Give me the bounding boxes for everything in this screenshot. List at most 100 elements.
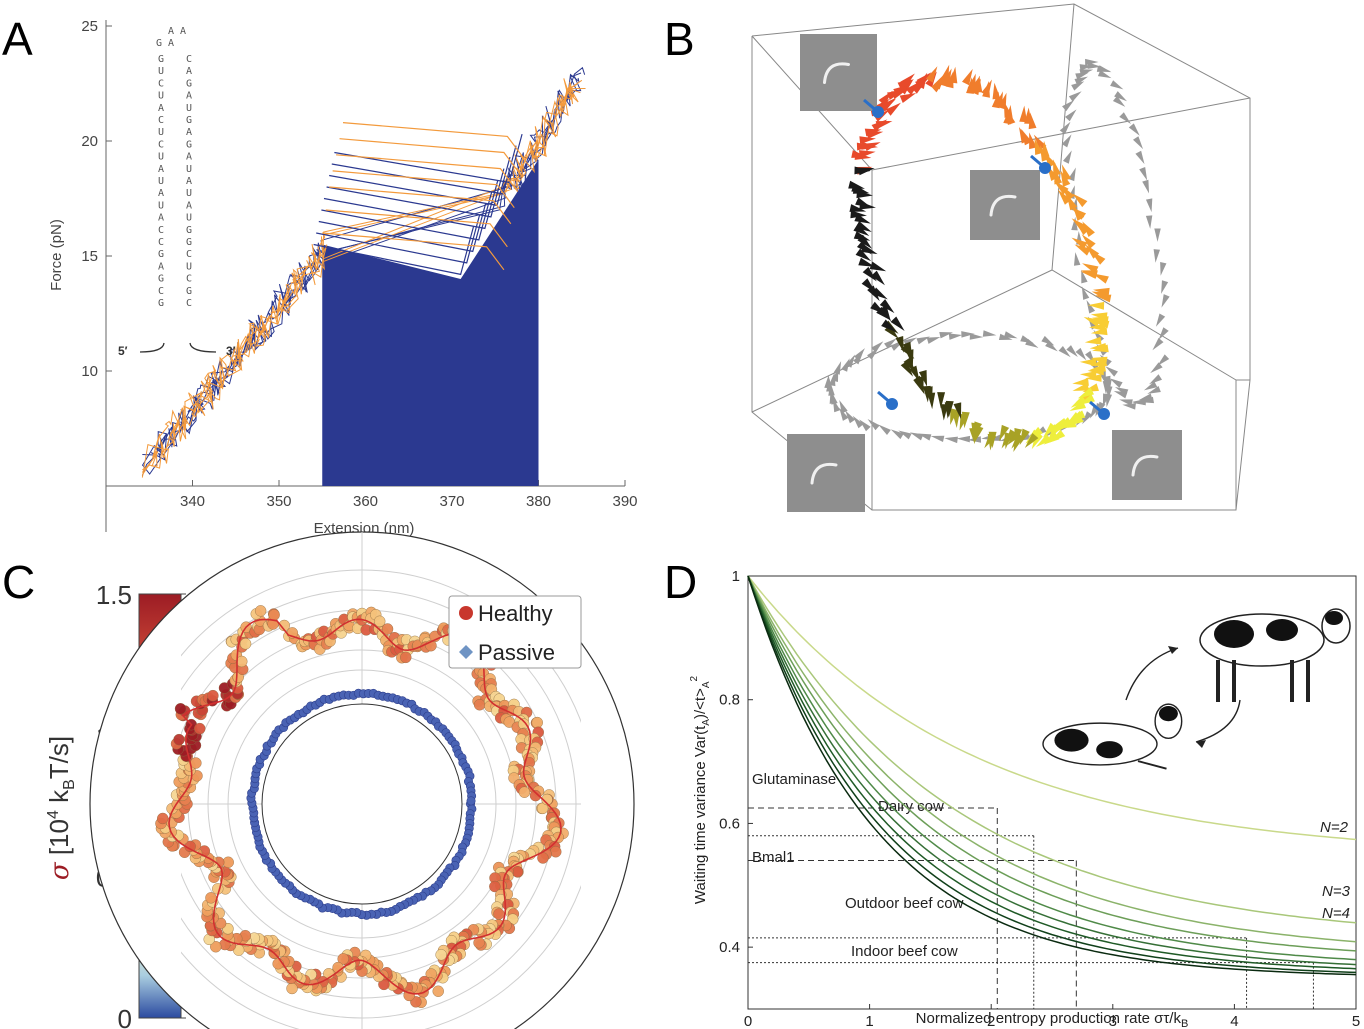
panel-b-velocity-arrow (1102, 393, 1110, 408)
panel-b-velocity-arrow (1075, 72, 1089, 80)
panel-b-velocity-arrow (1122, 403, 1136, 410)
rna-base-left: U (158, 200, 164, 211)
rna-base-right: A (186, 66, 192, 77)
series-label: N=4 (1322, 905, 1350, 922)
panel-b-velocity-arrow (944, 402, 953, 419)
panel-d-x-label: Normalized entropy production rate στ/kB (916, 1010, 1189, 1029)
ref-label: Outdoor beef cow (845, 895, 964, 912)
healthy-marker (473, 699, 486, 711)
rna-base-right: G (186, 286, 192, 297)
panel-b-velocity-arrow (1066, 345, 1078, 358)
rna-base-left: U (158, 91, 164, 102)
panel-b-velocity-arrow (1157, 354, 1170, 366)
panel-a-x-tick-label: 350 (266, 493, 291, 510)
healthy-marker (337, 953, 349, 965)
rna-handle-right (189, 342, 217, 353)
rna-base-right: C (186, 274, 192, 285)
panel-a-unfold-step (326, 168, 505, 218)
healthy-marker (157, 812, 169, 825)
panel-b-velocity-arrow (1119, 112, 1131, 125)
panel-d-y-tick-label: 1 (732, 568, 740, 585)
panel-b-velocity-arrow (885, 102, 901, 116)
rna-base-right: A (186, 91, 192, 102)
healthy-marker (400, 651, 412, 664)
panel-b-velocity-arrow (971, 422, 980, 440)
panel-b-velocity-arrow (861, 278, 876, 293)
panel-b-velocity-arrow (1079, 358, 1097, 367)
panel-b-velocity-arrow (1083, 316, 1101, 327)
panel-b-velocity-arrow (833, 361, 842, 375)
panel-b-velocity-arrow (841, 358, 850, 372)
panel-d-x-tick-label: 4 (1230, 1013, 1238, 1029)
panel-b-velocity-arrow (1045, 340, 1058, 352)
panel-b-velocity-arrow (1028, 112, 1037, 130)
panel-b-velocity-arrow (1145, 198, 1153, 213)
rna-base-right: C (186, 298, 192, 309)
panel-b-velocity-arrow (829, 372, 836, 387)
entropy-curve (747, 575, 1357, 974)
panel-b-velocity-arrow (1114, 91, 1128, 102)
panel-b-velocity-arrow (1069, 400, 1087, 411)
panel-a-unfold-step (316, 214, 481, 264)
panel-b-velocity-arrow (900, 344, 915, 360)
panel-b-velocity-arrow (858, 257, 875, 267)
panel-b-velocity-arrow (1145, 215, 1153, 229)
rna-base-left: C (158, 225, 164, 236)
panel-b-velocity-arrow (982, 80, 990, 98)
panel-b-velocity-arrow (940, 64, 950, 82)
panel-b-velocity-arrow (1033, 134, 1047, 151)
panel-b-velocity-arrow (961, 331, 975, 338)
panel-b-velocity-arrow (1152, 337, 1164, 351)
panel-b-velocity-arrow (1087, 301, 1105, 310)
panel-b-velocity-arrow (870, 270, 885, 286)
panel-d-y-label: Waiting time variance Var(tA)/<t>A2 (689, 675, 712, 904)
panel-a-unfold-step (313, 225, 475, 276)
panel-b-velocity-arrow (878, 424, 891, 436)
panel-b-velocity-arrow (970, 75, 981, 93)
healthy-marker (173, 733, 185, 746)
rna-base-right: U (186, 261, 192, 272)
healthy-marker (174, 703, 187, 715)
rna-base-right: G (186, 78, 192, 89)
panel-b-velocity-arrow (1154, 228, 1161, 242)
panel-b-velocity-arrow (890, 316, 905, 332)
panel-b-velocity-arrow (1158, 327, 1169, 341)
panel-b-velocity-arrow (1072, 193, 1088, 208)
panel-b-velocity-arrow (1043, 151, 1056, 168)
rna-loop-mid: G A (156, 38, 174, 49)
panel-b-velocity-arrow (859, 419, 871, 432)
healthy-marker (268, 609, 280, 621)
panel-a-refold-trace (141, 83, 581, 478)
panel-b-velocity-arrow (926, 336, 941, 344)
panel-b-velocity-arrow (1073, 252, 1081, 266)
panel-b-velocity-arrow (875, 121, 893, 129)
panel-b-velocity-arrow (1035, 434, 1052, 447)
legend-healthy-label: Healthy (478, 601, 553, 626)
panel-c-colorbar-label: σ [104 kBT/s] (44, 736, 78, 880)
healthy-marker (531, 716, 543, 729)
panel-b-velocity-arrow (850, 210, 867, 219)
panel-b-velocity-arrow (1090, 358, 1108, 366)
panel-b-velocity-arrow (853, 231, 871, 241)
rna-base-left: U (158, 176, 164, 187)
panel-a-unfold-step (331, 145, 517, 195)
cow-spot (1158, 706, 1178, 722)
panel-b-velocity-arrow (1048, 424, 1061, 440)
panel-b-velocity-arrow (1161, 280, 1169, 294)
panel-b-velocity-arrow (1105, 366, 1118, 377)
panel-b-velocity-arrow (1057, 189, 1072, 205)
rna-base-right: C (186, 249, 192, 260)
panel-b-velocity-arrow (871, 341, 884, 353)
legend-passive-marker (459, 645, 473, 659)
panel-b-velocity-arrow (1058, 345, 1071, 358)
panel-b-velocity-arrow (949, 66, 958, 84)
panel-b-velocity-arrow (1070, 206, 1087, 220)
panel-b-velocity-arrow (1072, 378, 1089, 386)
rna-base-right: A (186, 127, 192, 138)
panel-b-velocity-arrow (1068, 91, 1082, 102)
panel-b-velocity-arrow (1112, 95, 1126, 107)
panel-b: B (664, 3, 1251, 512)
healthy-marker (286, 982, 298, 995)
panel-b-velocity-arrow (867, 418, 880, 431)
